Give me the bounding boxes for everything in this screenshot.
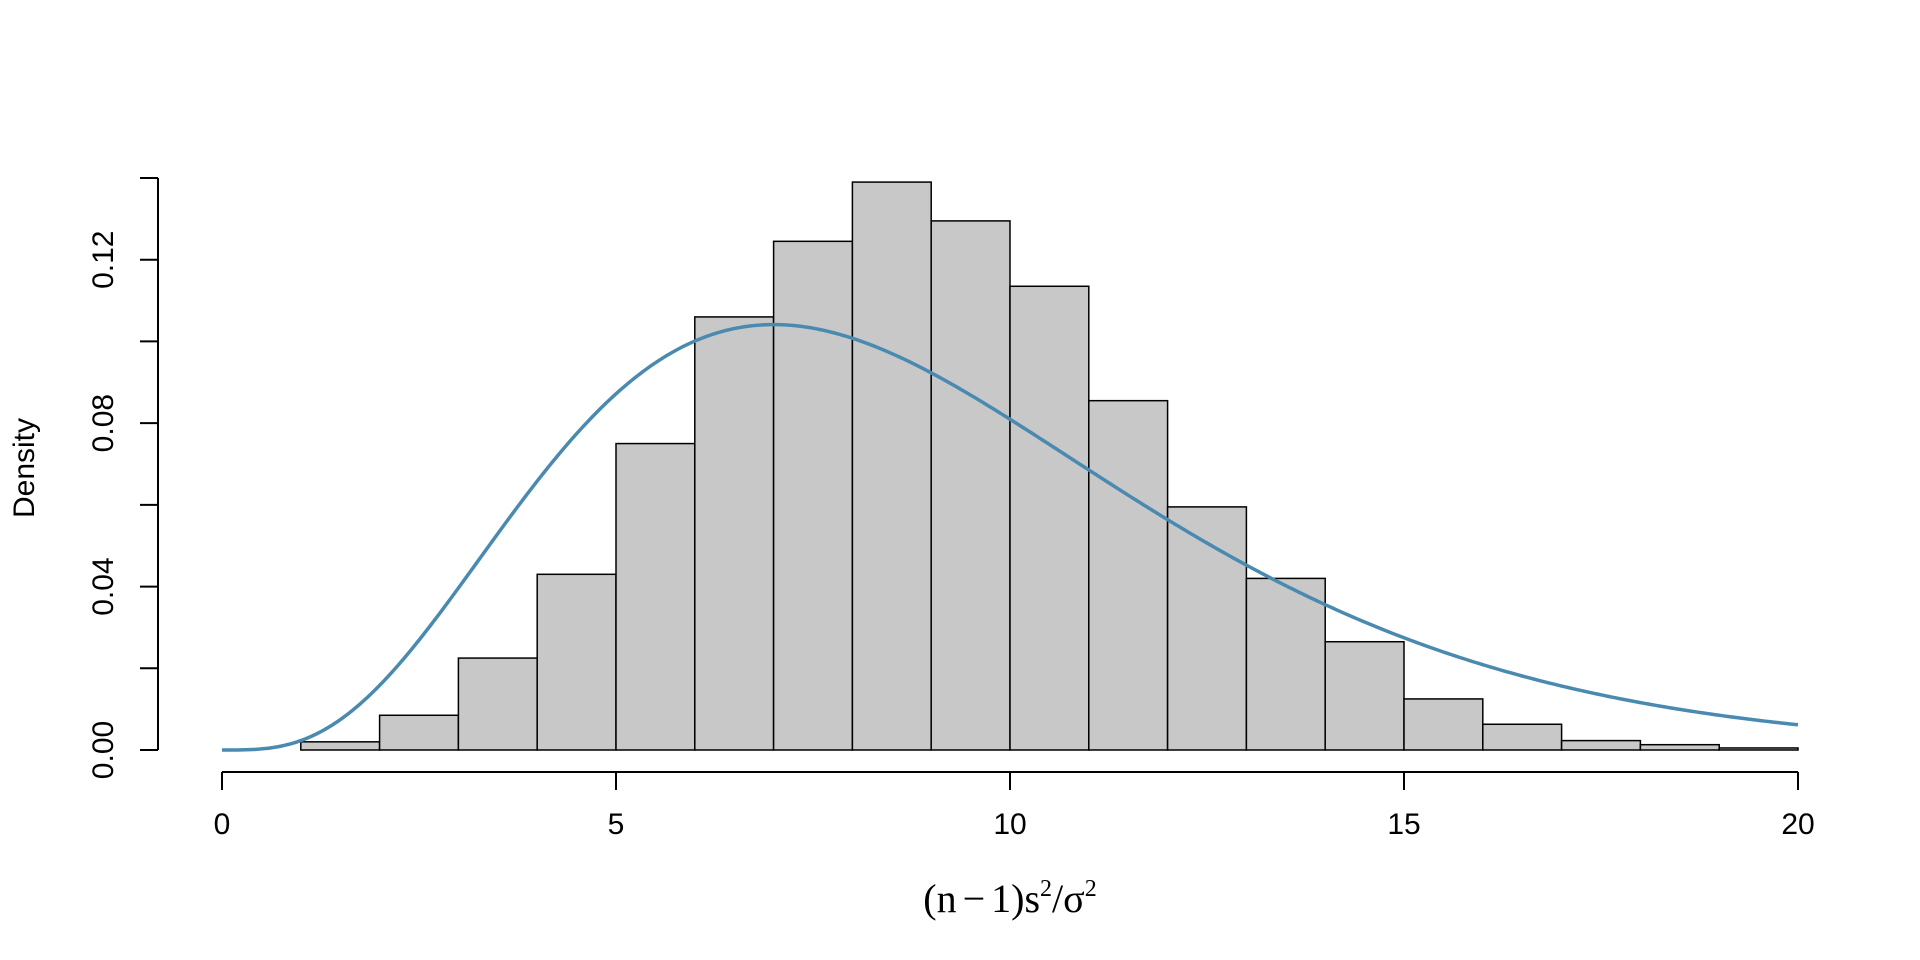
x-axis-title-part: − bbox=[963, 876, 986, 921]
histogram-bar bbox=[930, 220, 1011, 751]
histogram-bar bbox=[694, 316, 775, 751]
x-tick-label: 20 bbox=[1781, 808, 1814, 841]
x-tick-label: 10 bbox=[993, 808, 1026, 841]
x-tick-label: 0 bbox=[214, 808, 231, 841]
y-tick-label: 0.08 bbox=[87, 394, 120, 452]
x-axis-title-part: (n bbox=[923, 876, 956, 921]
histogram-bar bbox=[1245, 577, 1326, 751]
histogram-bar bbox=[1718, 747, 1799, 751]
density-curve bbox=[222, 322, 1799, 752]
histogram-bars bbox=[300, 181, 1799, 751]
x-axis-title-part: 1)s bbox=[991, 876, 1040, 921]
x-axis-title-superscript: 2 bbox=[1085, 876, 1097, 902]
histogram-bar bbox=[851, 181, 932, 751]
histogram-bar bbox=[1639, 743, 1720, 751]
histogram-bar bbox=[615, 442, 696, 751]
x-tick-label: 15 bbox=[1387, 808, 1420, 841]
histogram-bar bbox=[1088, 399, 1169, 751]
y-tick-label: 0.12 bbox=[87, 231, 120, 289]
y-tick-label: 0.00 bbox=[87, 721, 120, 779]
histogram-bar bbox=[1482, 723, 1563, 751]
histogram-bar bbox=[1166, 506, 1248, 751]
histogram-bar bbox=[772, 240, 854, 751]
histogram-bar bbox=[1403, 698, 1484, 751]
y-tick-label: 0.04 bbox=[87, 557, 120, 615]
histogram-bar bbox=[378, 714, 460, 751]
x-axis: 0 5 10 15 20 bbox=[214, 771, 1815, 841]
x-axis-title: (n −1)s2/σ2 bbox=[923, 876, 1096, 921]
x-axis-title-part: /σ bbox=[1052, 876, 1085, 921]
histogram-bar bbox=[300, 741, 381, 751]
x-tick-label: 5 bbox=[608, 808, 625, 841]
y-axis-title: Density bbox=[8, 418, 41, 518]
y-axis: 0.00 0.04 0.08 0.12 bbox=[87, 177, 159, 779]
histogram-bar bbox=[1009, 285, 1090, 751]
x-axis-title-superscript: 2 bbox=[1040, 876, 1052, 902]
histogram-bar bbox=[457, 657, 538, 751]
histogram-bar bbox=[1324, 640, 1405, 751]
histogram-bar bbox=[1560, 739, 1642, 751]
histogram-bar bbox=[536, 573, 617, 751]
